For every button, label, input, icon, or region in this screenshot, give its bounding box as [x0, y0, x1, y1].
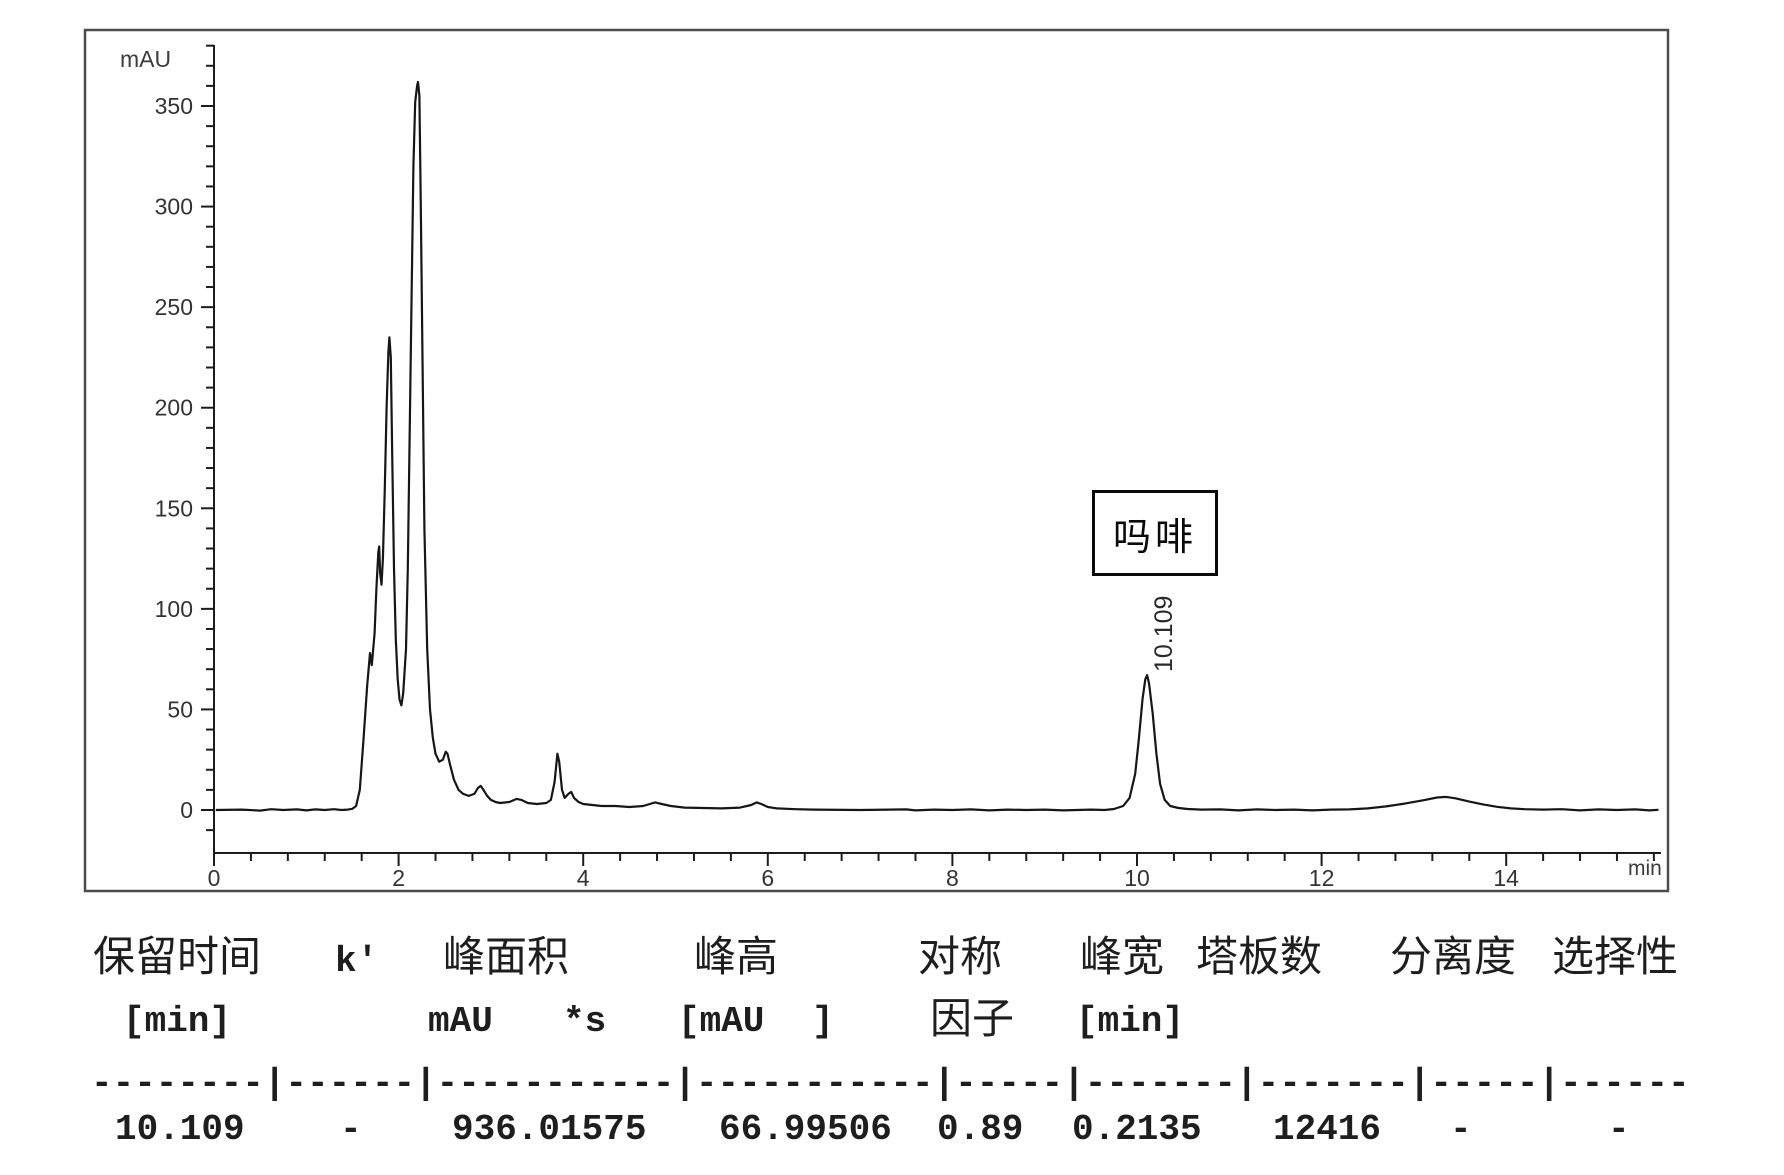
header-row-2-cell: ] — [812, 1001, 834, 1042]
header-row-1-cell: 峰宽 — [1080, 932, 1165, 981]
data-row-cell: 12416 — [1273, 1109, 1382, 1150]
header-row-2-cell: [min] — [123, 1001, 232, 1042]
header-row-1-cell: 对称 — [918, 932, 1003, 981]
x-tick-label: 14 — [1493, 865, 1519, 891]
x-tick-label: 2 — [392, 865, 405, 891]
header-row-1-cell: k' — [335, 941, 379, 982]
data-row-cell: 66.99506 — [719, 1109, 892, 1150]
x-tick-label: 8 — [946, 865, 959, 891]
y-tick-label: 50 — [167, 696, 193, 722]
plot-frame — [83, 28, 1670, 893]
x-tick-label: 6 — [761, 865, 774, 891]
y-tick-label: 350 — [155, 93, 193, 119]
x-tick-label: 10 — [1124, 865, 1150, 891]
data-row-cell: 936.01575 — [452, 1109, 647, 1150]
y-tick-label: 250 — [155, 294, 193, 320]
chromatogram-panel: 0 50 100 150 200 250 300 350 0 2 4 6 8 10 12 14 mAU min… — [83, 28, 1670, 893]
header-row-2-cell: *s — [563, 1001, 607, 1042]
y-tick-label: 200 — [155, 395, 193, 421]
header-row-1-cell: 峰高 — [694, 932, 779, 981]
header-row-1-cell: 分离度 — [1390, 932, 1517, 981]
data-row-cell: - — [1450, 1109, 1472, 1150]
y-axis-unit-label: mAU — [120, 46, 172, 72]
header-row-2-cell: [min] — [1076, 1001, 1185, 1042]
y-tick-label: 100 — [155, 596, 193, 622]
chromatogram-plot: 0 50 100 150 200 250 300 350 0 2 4 6 8 10 12 14 — [83, 28, 1670, 893]
x-tick-label: 12 — [1309, 865, 1335, 891]
peak-annotation-box: 吗啡 — [1092, 490, 1218, 576]
header-row-2-cell: [mAU — [678, 1001, 765, 1042]
x-axis-unit-label: min — [1628, 857, 1662, 880]
data-row-cell: 0.2135 — [1072, 1109, 1202, 1150]
chromatogram-trace — [215, 80, 1659, 812]
header-row-2-cell: 因子 — [930, 994, 1015, 1043]
y-tick-label: 300 — [155, 194, 193, 220]
header-row-1-cell: 塔板数 — [1196, 932, 1323, 981]
data-row-cell: 10.109 — [115, 1109, 245, 1150]
data-row-cell: - — [1608, 1109, 1630, 1150]
header-row-1-cell: 峰面积 — [443, 932, 570, 981]
header-row-2-cell: mAU — [428, 1001, 493, 1042]
y-tick-label: 0 — [180, 797, 193, 823]
x-tick-label: 4 — [577, 865, 590, 891]
header-row-1-cell: 保留时间 — [93, 932, 262, 981]
x-tick-label: 0 — [208, 865, 221, 891]
peak-annotation-label: 吗啡 — [1112, 514, 1197, 559]
separator-row-cell: --------|------|-----------|-----------|… — [91, 1063, 1690, 1104]
header-row-1-cell: 选择性 — [1552, 932, 1679, 981]
data-row-cell: 0.89 — [937, 1109, 1024, 1150]
data-row-cell: - — [340, 1109, 362, 1150]
y-tick-label: 150 — [155, 495, 193, 521]
